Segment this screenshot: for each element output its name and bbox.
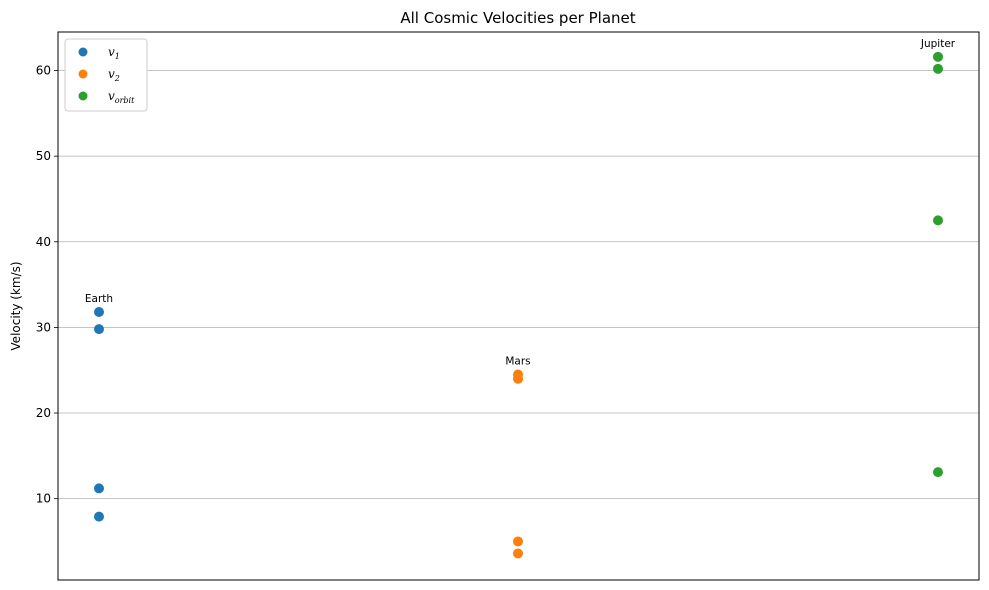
legend-marker-v2 [78,69,88,79]
point-vorbit-jupiter-0 [933,51,943,62]
y-tick-label-60: 60 [36,64,51,78]
point-vorbit-jupiter-1 [933,63,943,74]
point-v1-earth-3 [94,511,104,522]
annotation-mars: Mars [505,356,530,368]
point-vorbit-jupiter-2 [933,215,943,226]
annotation-earth: Earth [85,293,113,305]
y-tick-label-40: 40 [36,235,51,249]
annotation-jupiter: Jupiter [920,38,956,50]
legend-label-v2: v2 [108,67,120,83]
y-axis-ticks: 10 20 30 40 50 60 [36,64,58,506]
point-v1-earth-2 [94,483,104,494]
y-tick-label-50: 50 [36,149,51,163]
plot-frame [57,31,980,581]
legend-marker-v1 [78,47,88,57]
point-v2-mars-3 [513,548,523,559]
point-v2-mars-2 [513,536,523,547]
y-tick-label-20: 20 [36,406,51,420]
legend-marker-vorbit [78,91,88,101]
y-axis-label: Velocity (km/s) [9,261,23,350]
point-v1-earth-1 [94,324,104,335]
y-tick-label-30: 30 [36,320,51,334]
legend-box [64,38,148,112]
grid-lines [58,70,979,500]
point-vorbit-jupiter-3 [933,467,943,478]
point-v1-earth-0 [94,306,104,317]
legend-label-v1: v1 [108,45,120,61]
data-points [94,51,943,559]
point-v2-mars-1 [513,373,523,384]
chart-title: All Cosmic Velocities per Planet [400,9,635,27]
y-tick-label-10: 10 [36,492,51,506]
point-annotations: Earth Mars Jupiter [85,38,956,368]
